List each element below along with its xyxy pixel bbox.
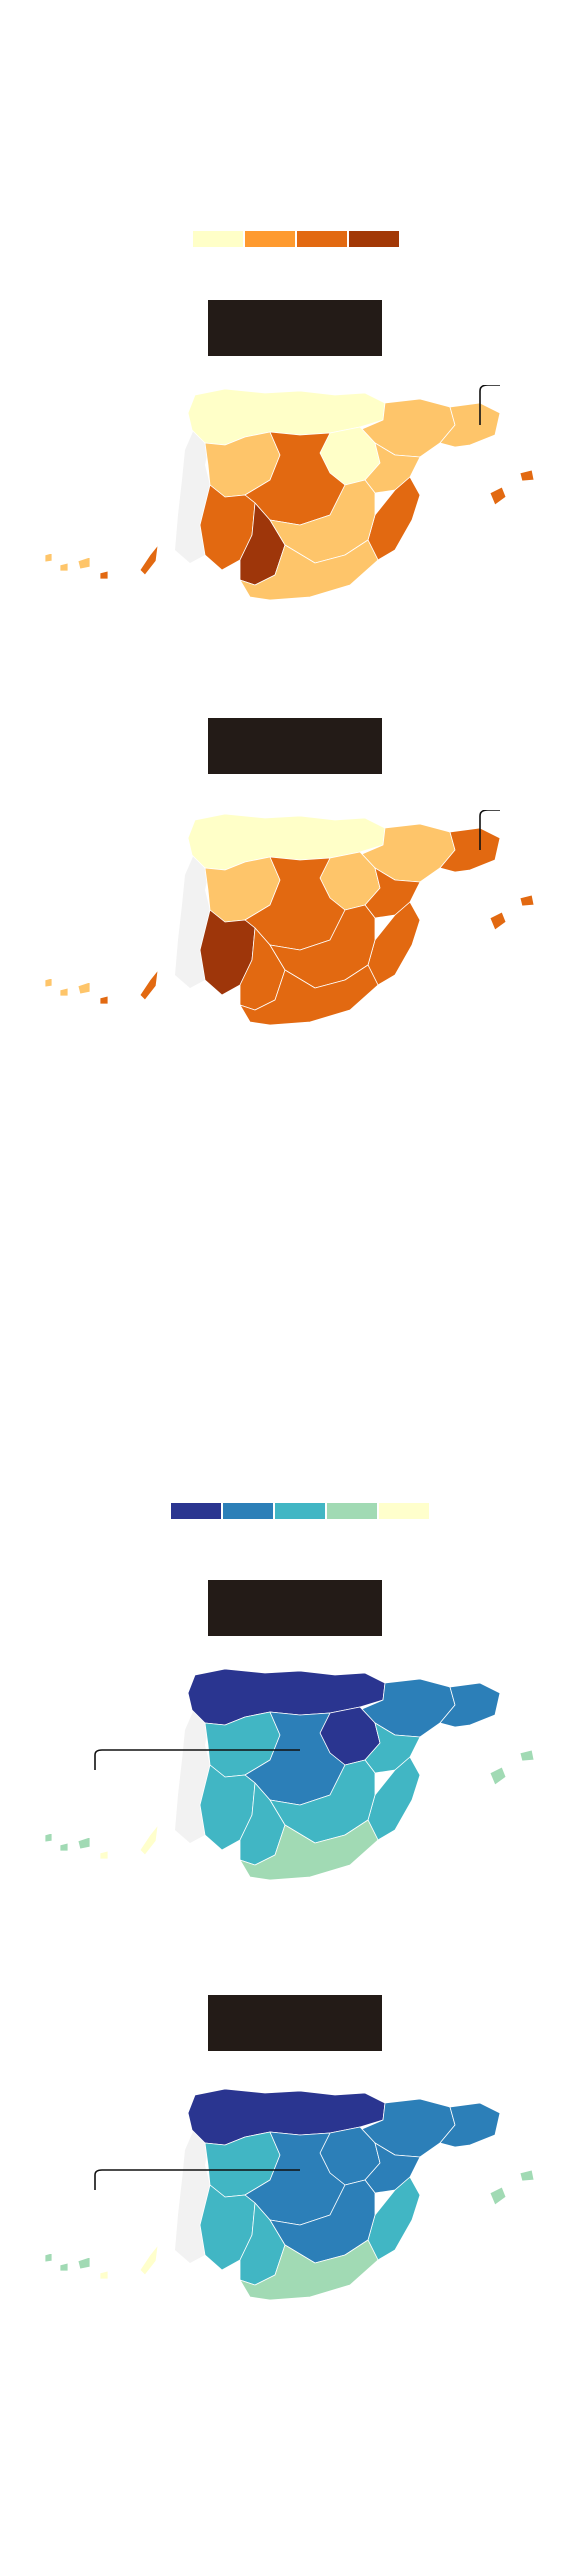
- map-title-box: [208, 718, 382, 774]
- legend-swatch: [275, 1503, 325, 1519]
- map-title-box: [208, 300, 382, 356]
- region-canary-east: [100, 2245, 158, 2279]
- region-balearic: [490, 895, 534, 930]
- map-title-box: [208, 1995, 382, 2051]
- region-canary-west: [45, 2253, 90, 2271]
- region-balearic: [490, 2170, 534, 2205]
- choropleth-map-1: [0, 385, 578, 685]
- legend-swatch: [379, 1503, 429, 1519]
- region-canary-west: [45, 553, 90, 571]
- region-balearic: [490, 470, 534, 505]
- region-canary-west: [45, 1833, 90, 1851]
- legend-swatch: [171, 1503, 221, 1519]
- legend-swatch: [297, 231, 347, 247]
- region-canary-east: [100, 545, 158, 579]
- map-title-box: [208, 1580, 382, 1636]
- legend-swatch: [245, 231, 295, 247]
- choropleth-map-2: [0, 810, 578, 1110]
- legend-cool-scale: [171, 1503, 429, 1519]
- choropleth-map-3: [0, 1665, 578, 1965]
- region-canary-east: [100, 1825, 158, 1859]
- legend-warm-scale: [193, 231, 399, 247]
- region-balearic: [490, 1750, 534, 1785]
- choropleth-map-4: [0, 2085, 578, 2385]
- legend-swatch: [193, 231, 243, 247]
- legend-swatch: [327, 1503, 377, 1519]
- region-canary-east: [100, 970, 158, 1004]
- region-canary-west: [45, 978, 90, 996]
- legend-swatch: [223, 1503, 273, 1519]
- legend-swatch: [349, 231, 399, 247]
